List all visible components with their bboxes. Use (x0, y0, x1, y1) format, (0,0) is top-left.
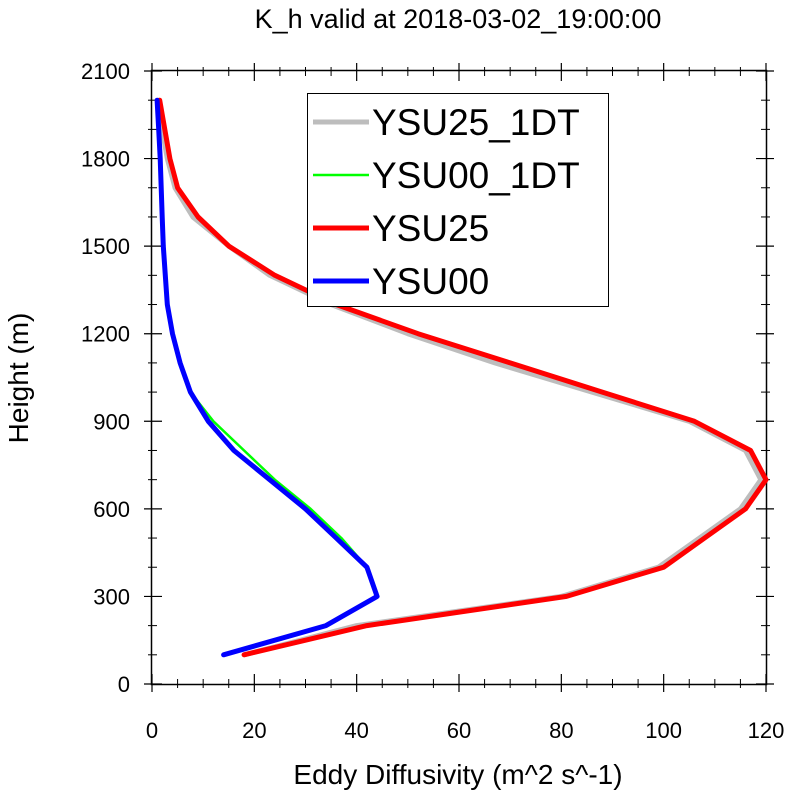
legend-box (307, 93, 609, 307)
series-lines (154, 97, 769, 658)
x-tick-label: 0 (146, 718, 158, 743)
y-tick-label: 2100 (81, 59, 130, 84)
legend-label: YSU25_1DT (372, 102, 580, 143)
x-tick-label: 100 (645, 718, 682, 743)
legend-label: YSU00 (372, 261, 489, 302)
y-tick-label: 600 (93, 497, 130, 522)
y-tick-label: 1500 (81, 234, 130, 259)
legend-label: YSU25 (372, 208, 489, 249)
x-tick-label: 20 (242, 718, 266, 743)
axis-ticks (144, 63, 774, 692)
x-tick-label: 40 (344, 718, 368, 743)
tick-labels: 0 20 40 60 80 100 1200300600900120015001800210… (81, 59, 784, 743)
x-tick-label: 60 (447, 718, 471, 743)
y-tick-label: 300 (93, 584, 130, 609)
chart-title: K_h valid at 2018-03-02_19:00:00 (255, 4, 662, 34)
y-tick-label: 0 (118, 672, 130, 697)
legend-label: YSU00_1DT (372, 155, 580, 196)
y-tick-label: 1800 (81, 147, 130, 172)
y-tick-label: 900 (93, 409, 130, 434)
series-line-ysu25 (157, 97, 769, 658)
x-tick-label: 80 (549, 718, 573, 743)
y-axis-label: Height (m) (3, 313, 34, 444)
y-tick-label: 1200 (81, 322, 130, 347)
series-line-ysu00 (154, 97, 380, 658)
x-axis-label: Eddy Diffusivity (m^2 s^-1) (293, 759, 622, 790)
x-tick-label: 120 (748, 718, 785, 743)
legend: YSU25_1DT YSU00_1DT YSU25 YSU00 (307, 93, 609, 307)
